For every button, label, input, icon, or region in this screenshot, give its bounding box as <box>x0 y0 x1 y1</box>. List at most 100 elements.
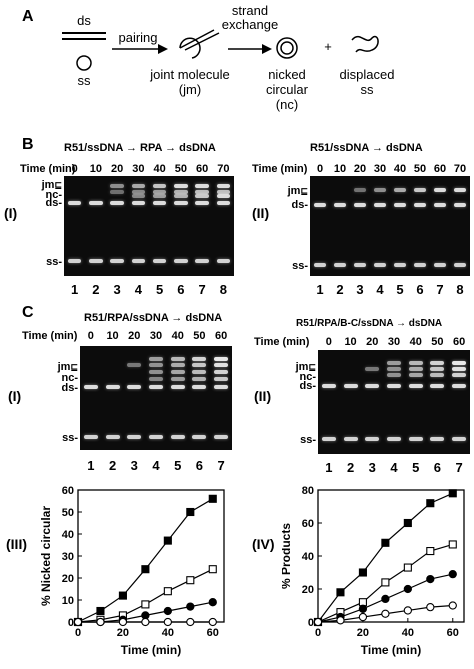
b1-band-ds-4 <box>152 201 167 205</box>
b1-band-nc: nc- <box>45 189 63 201</box>
c1-band-nc: nc- <box>61 372 79 384</box>
c2-band-ss-2 <box>365 437 380 441</box>
b1-band-nc-6 <box>195 194 209 198</box>
b1-band-nc-7 <box>216 194 231 198</box>
b2-lane-5: 6 <box>416 282 424 297</box>
c1-lane-6: 7 <box>217 458 225 473</box>
y-tick-label-3: 30 <box>62 551 74 563</box>
c1-gel-image <box>80 346 232 450</box>
arrow-exchange-head <box>262 44 272 54</box>
b1-time-5: 50 <box>174 163 187 175</box>
c1-time-5: 50 <box>193 330 206 342</box>
c1-band-ss-2 <box>127 435 142 439</box>
c1-band-ss-3 <box>149 435 163 439</box>
series-2-point-3 <box>381 594 390 604</box>
c1-band-jm2-6 <box>214 363 229 367</box>
y-tick-label-4: 40 <box>62 529 74 541</box>
x-tick-label-2: 40 <box>402 627 414 639</box>
series-2-point-4 <box>163 606 172 616</box>
b1-band-ss-3 <box>131 259 146 263</box>
c1-lane-0: 1 <box>87 458 95 473</box>
b2-band-ds-4 <box>393 203 407 207</box>
b1-time-label: Time (min) <box>20 163 76 175</box>
series-2-point-6 <box>208 598 217 607</box>
b1-band-ss-5 <box>174 259 188 263</box>
b1-band-ds: ds- <box>45 197 63 209</box>
b2-band-jm-4 <box>393 188 407 192</box>
b2-lane-1: 2 <box>336 282 344 297</box>
c2-band-jm-4 <box>408 361 423 365</box>
b1-lane-0: 1 <box>71 282 79 297</box>
b1-band-ds-5 <box>174 201 188 205</box>
b2-band-ds-7 <box>453 203 467 207</box>
b2-lane-0: 1 <box>316 282 324 297</box>
c1-band-nc2-5 <box>192 377 207 381</box>
series-3-point-3 <box>141 617 150 627</box>
c2-band-jm2-3 <box>387 367 401 371</box>
series-1-point-5 <box>186 576 195 585</box>
b2-band-ds-3 <box>373 203 387 207</box>
b2-time-7: 70 <box>453 163 467 175</box>
b1-band-ds-2 <box>110 201 124 205</box>
c1-lane-5: 6 <box>195 458 204 473</box>
series-2-point-5 <box>186 602 195 611</box>
c2-band-jm2-6 <box>452 367 467 371</box>
c1-band-jm: jm⊑ <box>57 361 78 373</box>
c1-time-2: 20 <box>128 330 141 342</box>
b2-band-jm-6 <box>433 188 447 192</box>
c1-band-ds-0 <box>83 385 98 389</box>
b1-band-ss-1 <box>89 259 103 263</box>
b1-time-1: 10 <box>89 163 102 175</box>
c1-band-ss-4 <box>170 435 185 439</box>
series-3-point-1 <box>96 617 105 627</box>
x-tick-label-3: 60 <box>207 627 219 639</box>
b2-roman: (II) <box>252 205 270 221</box>
b2-lane-4: 5 <box>396 282 404 297</box>
plus-sign: + <box>324 39 332 54</box>
y-tick-label-0: 0 <box>68 617 74 629</box>
b1-lane-2: 3 <box>113 282 121 297</box>
b2-band-jm-3 <box>373 188 387 192</box>
series-0-point-2 <box>358 568 367 577</box>
c2-band-ds-4 <box>408 384 423 388</box>
b2-band-ss: ss- <box>292 260 308 272</box>
b1-band-ds-7 <box>216 201 231 205</box>
y-tick-label-6: 60 <box>62 485 74 497</box>
c1-band-jm2-2 <box>127 363 142 367</box>
x-tick-label-0: 0 <box>75 627 81 639</box>
b1-lane-4: 5 <box>156 282 164 297</box>
c1-condition: R51/RPA/ssDNA → dsDNA <box>84 312 223 324</box>
c2-time-2: 20 <box>366 336 379 348</box>
c1-band-ds-4 <box>170 385 185 389</box>
c2-band-nc-4 <box>408 373 423 377</box>
series-3-point-6 <box>208 617 217 627</box>
c1-time-1: 10 <box>106 330 119 342</box>
c1-band-jm2-5 <box>192 363 207 367</box>
chart-products: 0 20 40 60 80 0 20 40 60 Time (min) % Products <box>282 485 465 657</box>
c1-band-nc-5 <box>192 370 207 374</box>
b2-band-ds-5 <box>413 203 427 207</box>
b1-time-7: 70 <box>217 163 230 175</box>
b1-band-jm2-5 <box>174 190 188 194</box>
c2-band-ds-6 <box>452 384 467 388</box>
b2-band-ds-2 <box>353 203 367 207</box>
x-axis-label: Time (min) <box>361 643 421 657</box>
jm-strand-1 <box>179 29 215 49</box>
b1-time-3: 30 <box>132 163 145 175</box>
series-1-point-3 <box>381 578 390 587</box>
b2-time-5: 50 <box>413 163 427 175</box>
series-3-point-3 <box>381 609 390 618</box>
b1-band-jm2-7 <box>216 190 231 194</box>
series-3-point-4 <box>403 606 412 615</box>
b2-band-ss-3 <box>373 263 387 267</box>
series-0-point-4 <box>403 518 412 528</box>
c2-band-ds-1 <box>343 384 358 388</box>
c2-band-ds-5 <box>430 384 445 388</box>
c1-time-0: 0 <box>87 330 94 342</box>
c2-band-nc: nc- <box>299 371 317 383</box>
b1-band-jm2-4 <box>152 190 167 194</box>
c2-band-nc-3 <box>387 373 401 377</box>
b2-time-2: 20 <box>353 163 367 175</box>
b2-time-3: 30 <box>373 163 387 175</box>
b2-band-jm: jm⊑ <box>287 185 308 197</box>
